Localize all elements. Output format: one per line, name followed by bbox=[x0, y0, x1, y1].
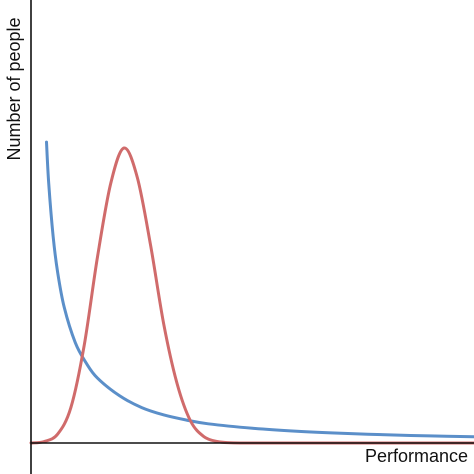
series-layer bbox=[29, 140, 474, 445]
series-line-2 bbox=[29, 146, 474, 445]
x-axis-label: Performance bbox=[365, 446, 468, 466]
y-axis-label: Number of people bbox=[4, 17, 24, 160]
series-line-1 bbox=[45, 140, 474, 439]
